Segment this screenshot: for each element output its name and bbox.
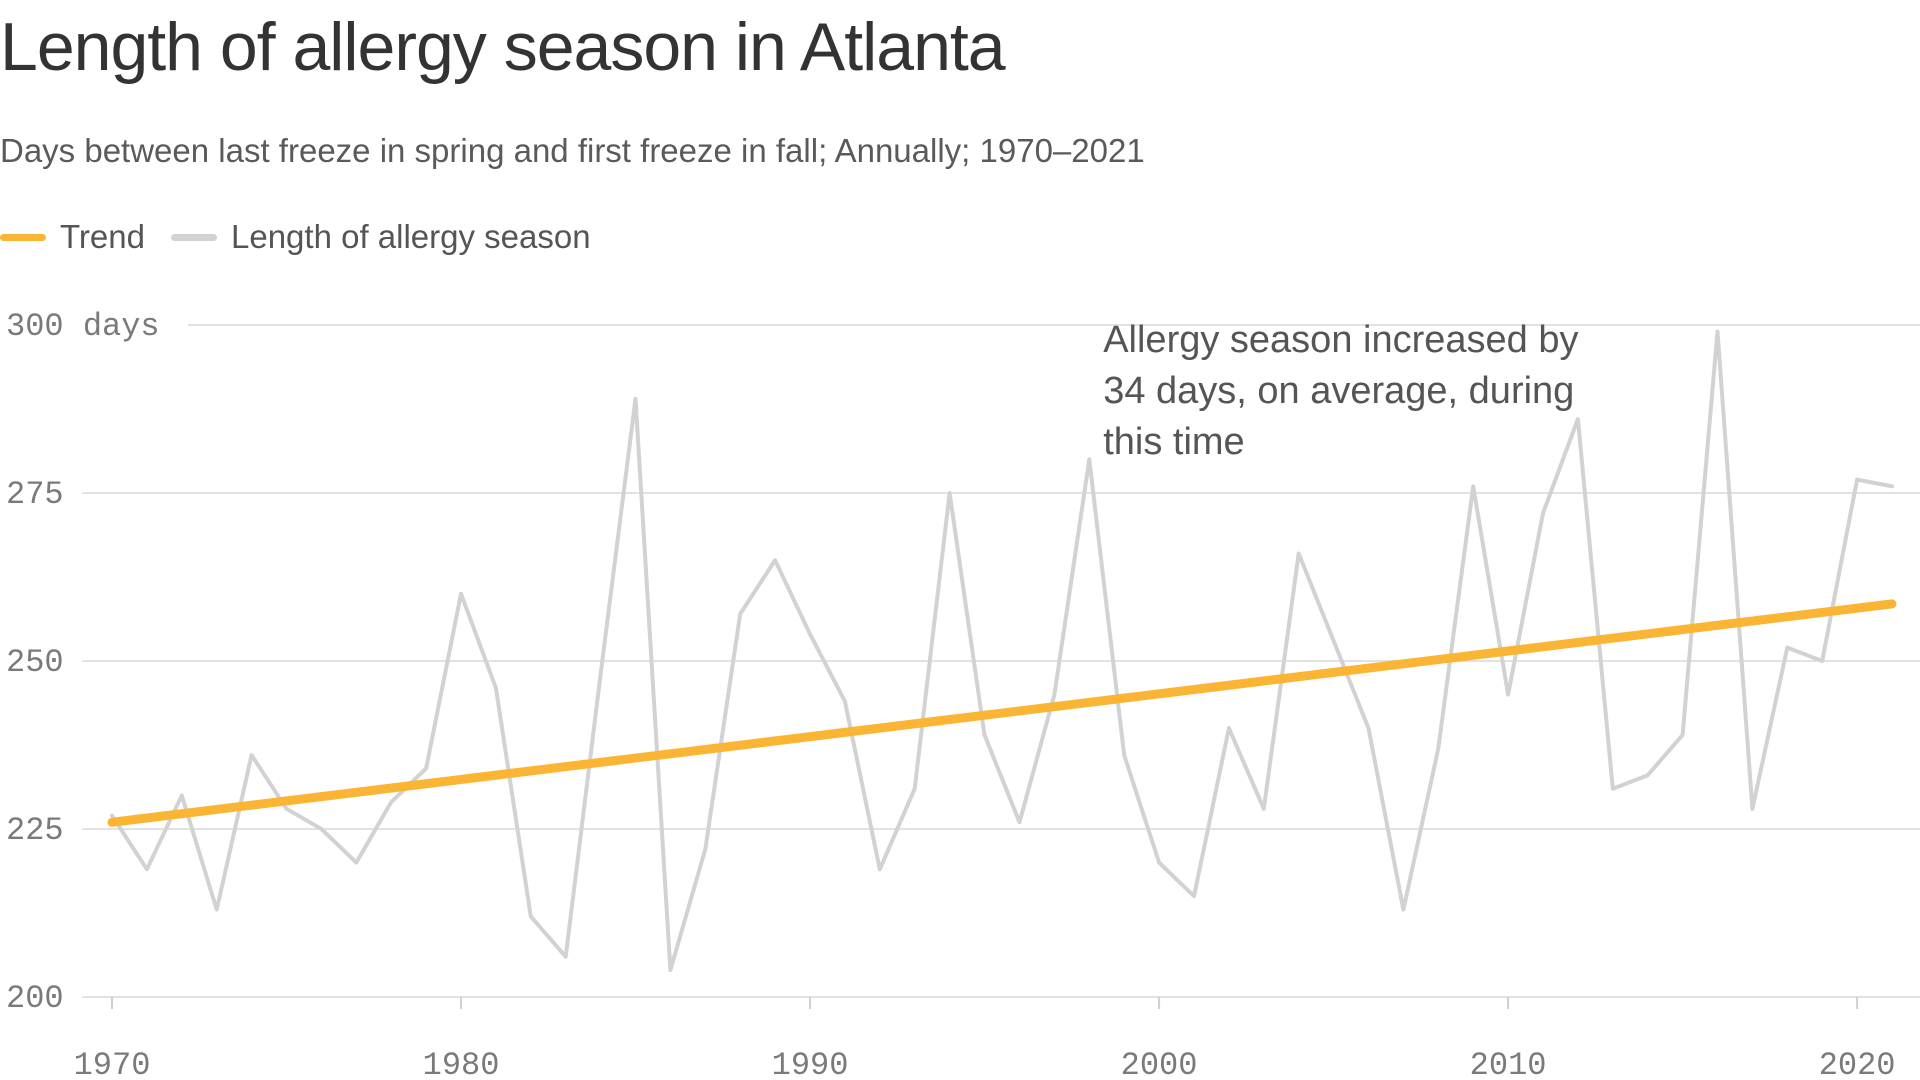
- chart-legend: Trend Length of allergy season: [0, 218, 617, 256]
- legend-label-trend: Trend: [60, 218, 145, 255]
- series-lines: [107, 329, 1897, 973]
- chart-subtitle: Days between last freeze in spring and f…: [0, 132, 1145, 169]
- x-tick-label-1990: 1990: [772, 1047, 849, 1080]
- chart-annotation: Allergy season increased by 34 days, on a…: [1103, 319, 1578, 463]
- chart-title: Length of allergy season in Atlanta: [0, 9, 1006, 85]
- allergy-season-line: [110, 329, 1894, 973]
- trend-line: [107, 599, 1897, 827]
- x-tick-label-1980: 1980: [423, 1047, 500, 1080]
- y-tick-label-200: 200: [6, 980, 64, 1017]
- x-tick-label-2010: 2010: [1470, 1047, 1547, 1080]
- legend-label-series: Length of allergy season: [230, 218, 591, 255]
- annotations: Allergy season increased by 34 days, on a…: [1103, 319, 1578, 463]
- x-tick-label-1970: 1970: [74, 1047, 151, 1080]
- x-axis-ticks: 1970 1980 1990 2000 2010 2020: [74, 997, 1896, 1080]
- y-axis-ticks: 200 225 250 275 300 days: [6, 308, 160, 1017]
- annotation-line-1: Allergy season increased by: [1103, 319, 1578, 361]
- annotation-line-3: this time: [1103, 421, 1244, 463]
- legend-item-series: Length of allergy season: [170, 218, 591, 256]
- annotation-line-2: 34 days, on average, during: [1103, 370, 1574, 412]
- legend-swatch-series: [170, 233, 217, 241]
- legend-item-trend: Trend: [0, 218, 145, 256]
- gridlines: [82, 324, 1920, 998]
- x-tick-label-2000: 2000: [1121, 1047, 1198, 1080]
- y-tick-label-300: 300 days: [6, 308, 160, 345]
- legend-swatch-trend: [0, 233, 46, 241]
- y-tick-label-225: 225: [6, 812, 64, 849]
- y-tick-label-250: 250: [6, 644, 64, 681]
- y-tick-label-275: 275: [6, 476, 64, 513]
- x-tick-label-2020: 2020: [1819, 1047, 1896, 1080]
